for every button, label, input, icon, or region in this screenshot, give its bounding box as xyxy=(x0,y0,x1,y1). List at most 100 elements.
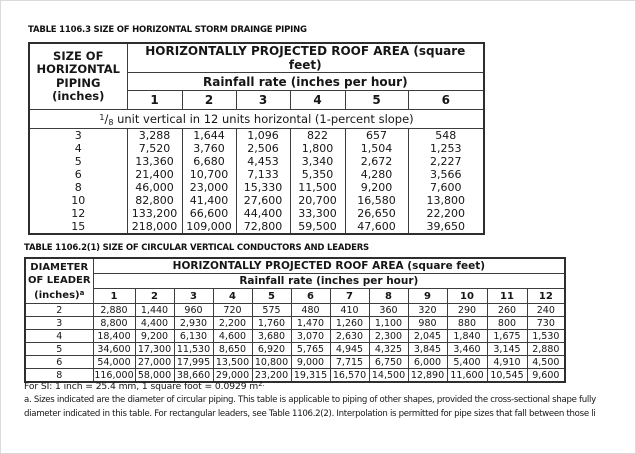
rate-column-header: 11 xyxy=(486,288,528,304)
table-cell: 2,880 xyxy=(526,342,566,356)
table-cell: 980 xyxy=(407,316,448,330)
table-cell: 6,750 xyxy=(368,355,409,369)
table-cell: 3,460 xyxy=(446,342,488,356)
table-cell: 240 xyxy=(526,303,566,317)
row-header-cell: 3 xyxy=(28,128,128,142)
table-cell: 2,880 xyxy=(92,303,136,317)
table-cell: 34,600 xyxy=(92,342,136,356)
rate-column-header: 5 xyxy=(344,90,409,110)
table-row: 4 7,520 3,760 2,506 1,800 1,504 1,253 xyxy=(28,142,485,155)
table-cell: 2,300 xyxy=(368,329,409,343)
circular-vertical-conductors-table: DIAMETER OF LEADER (inches)a HORIZONTALL… xyxy=(24,257,567,383)
rate-column-header: 1 xyxy=(126,90,183,110)
row-header-cell: 8 xyxy=(28,181,128,194)
table-cell: 5,765 xyxy=(290,342,331,356)
table-cell: 10,545 xyxy=(486,368,528,383)
table-cell: 44,400 xyxy=(235,207,291,220)
table-cell: 2,227 xyxy=(407,155,485,168)
table-row: 10 82,800 41,400 27,600 20,700 16,580 13,800 xyxy=(28,194,485,207)
table-row: 5 13,360 6,680 4,453 3,340 2,672 2,227 xyxy=(28,155,485,168)
table-cell: 4,600 xyxy=(212,329,253,343)
footnotes: For SI: 1 inch = 25.4 mm, 1 square foot … xyxy=(24,377,635,421)
rate-column-header: 10 xyxy=(446,288,488,304)
table-cell: 3,760 xyxy=(181,142,237,155)
fraction-numerator: 1 xyxy=(99,112,105,122)
table-cell: 47,600 xyxy=(344,220,409,234)
table-cell: 730 xyxy=(526,316,566,330)
table-row: 4 18,400 9,200 6,130 4,600 3,680 3,070 2,630 2,3… xyxy=(24,329,566,343)
table-cell: 58,000 xyxy=(134,368,175,383)
table-cell: 18,400 xyxy=(92,329,136,343)
fraction-slash: / xyxy=(104,111,109,126)
table-cell: 1,504 xyxy=(344,142,409,155)
table-cell: 410 xyxy=(329,303,370,317)
table-cell: 17,995 xyxy=(173,355,214,369)
corner-line: OF LEADER xyxy=(27,274,91,286)
table-cell: 3,288 xyxy=(126,128,183,142)
table-cell: 290 xyxy=(446,303,488,317)
table-cell: 4,500 xyxy=(526,355,566,369)
rate-column-header: 3 xyxy=(173,288,214,304)
table-cell: 7,133 xyxy=(235,168,291,181)
table-cell: 1,760 xyxy=(251,316,292,330)
rate-column-header: 2 xyxy=(181,90,237,110)
table-cell: 9,200 xyxy=(134,329,175,343)
table-cell: 15,330 xyxy=(235,181,291,194)
rate-column-header: 4 xyxy=(212,288,253,304)
table-cell: 3,145 xyxy=(486,342,528,356)
slope-note-text: unit vertical in 12 units horizontal (1-… xyxy=(113,111,414,126)
table-cell: 39,650 xyxy=(407,220,485,234)
table-cell: 657 xyxy=(344,128,409,142)
table-cell: 4,325 xyxy=(368,342,409,356)
table-cell: 2,930 xyxy=(173,316,214,330)
table-cell: 27,000 xyxy=(134,355,175,369)
table-cell: 822 xyxy=(289,128,346,142)
table-cell: 6,000 xyxy=(407,355,448,369)
rate-column-header: 2 xyxy=(134,288,175,304)
table-cell: 360 xyxy=(368,303,409,317)
rate-columns-row: 1 2 3 4 5 6 7 8 9 10 11 12 xyxy=(25,288,566,304)
table-cell: 3,070 xyxy=(290,329,331,343)
row-header-cell: 6 xyxy=(28,168,128,181)
table-cell: 1,675 xyxy=(486,329,528,343)
roof-area-header: HORIZONTALLY PROJECTED ROOF AREA (square… xyxy=(126,42,485,73)
corner-line: (inches) xyxy=(52,89,105,103)
rate-column-header: 9 xyxy=(407,288,448,304)
diameter-of-leader-header: DIAMETER OF LEADER (inches)a xyxy=(24,257,94,304)
table-cell: 880 xyxy=(446,316,488,330)
table-cell: 7,600 xyxy=(407,181,485,194)
table-cell: 3,680 xyxy=(251,329,292,343)
table-cell: 800 xyxy=(486,316,528,330)
table-cell: 960 xyxy=(173,303,214,317)
horizontal-storm-drainage-piping-table: SIZE OF HORIZONTAL PIPING (inches) HORIZ… xyxy=(28,42,486,235)
table-cell: 2,630 xyxy=(329,329,370,343)
table-cell: 6,130 xyxy=(173,329,214,343)
table-cell: 2,672 xyxy=(344,155,409,168)
table-header-row: Rainfall rate (inches per hour) xyxy=(25,273,566,289)
row-header-cell: 12 xyxy=(28,207,128,220)
corner-line: HORIZONTAL xyxy=(36,62,120,76)
si-conversion-note: For SI: 1 inch = 25.4 mm, 1 square foot … xyxy=(24,380,265,392)
table-cell: 3,845 xyxy=(407,342,448,356)
table-cell: 218,000 xyxy=(126,220,183,234)
table-cell: 82,800 xyxy=(126,194,183,207)
table-cell: 54,000 xyxy=(92,355,136,369)
table-body: 2 2,880 1,440 960 720 575 480 410 360 320 290 260 24… xyxy=(24,303,566,383)
table-cell: 1,096 xyxy=(235,128,291,142)
table-cell: 4,910 xyxy=(486,355,528,369)
row-header-cell: 15 xyxy=(28,220,128,234)
table-cell: 3,340 xyxy=(289,155,346,168)
table-cell: 4,453 xyxy=(235,155,291,168)
table-cell: 13,500 xyxy=(212,355,253,369)
table-cell: 5,400 xyxy=(446,355,488,369)
rate-column-header: 4 xyxy=(289,90,346,110)
table-cell: 11,600 xyxy=(446,368,488,383)
table-row: 3 3,288 1,644 1,096 822 657 548 xyxy=(28,128,485,142)
table-row: 2 2,880 1,440 960 720 575 480 410 360 320 290 260 24… xyxy=(24,303,566,317)
table-cell: 20,700 xyxy=(289,194,346,207)
table-cell: 260 xyxy=(486,303,528,317)
table-cell: 1,840 xyxy=(446,329,488,343)
table-row: 6 54,000 27,000 17,995 13,500 10,800 9,000 7,71… xyxy=(24,355,566,369)
table-cell: 1,800 xyxy=(289,142,346,155)
